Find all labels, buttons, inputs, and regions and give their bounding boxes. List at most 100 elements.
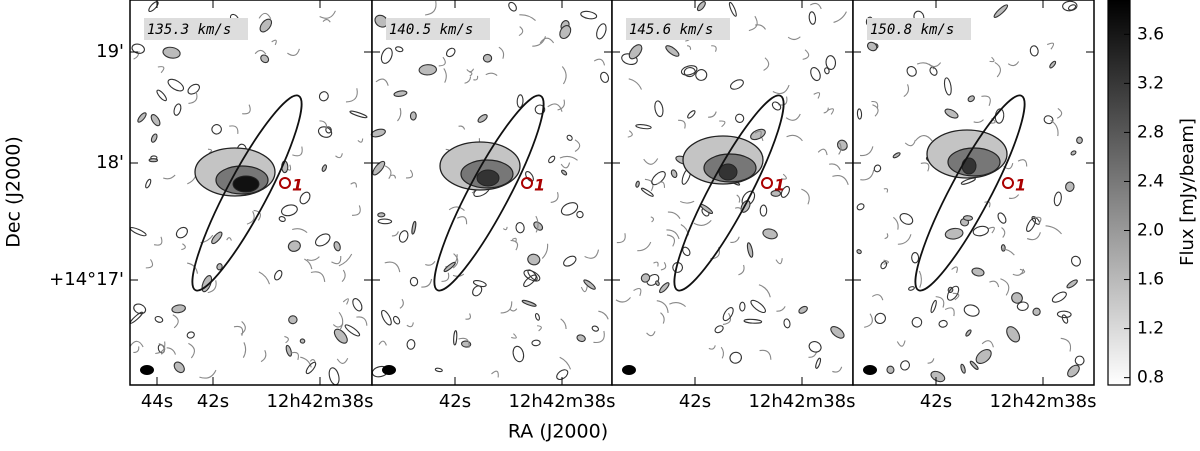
- negative-contour: [458, 337, 470, 348]
- negative-contour: [598, 310, 609, 320]
- noise-contour: [899, 212, 914, 225]
- negative-contour: [1050, 119, 1059, 137]
- negative-contour: [754, 130, 762, 138]
- noise-contour: [156, 89, 167, 102]
- noise-contour: [729, 351, 742, 364]
- negative-contour: [679, 200, 695, 204]
- negative-contour: [287, 48, 300, 56]
- negative-contour: [628, 78, 642, 90]
- noise-contour: [377, 218, 393, 225]
- noise-contour: [672, 262, 684, 273]
- noise-contour: [911, 316, 923, 328]
- noise-contour: [1061, 314, 1069, 324]
- noise-contour: [548, 155, 556, 164]
- negative-contour: [443, 68, 447, 83]
- negative-contour: [1008, 194, 1020, 199]
- negative-contour: [541, 243, 549, 259]
- galaxy-ellipse: [433, 94, 545, 292]
- negative-contour: [473, 75, 479, 81]
- noise-contour: [372, 160, 386, 176]
- noise-contour: [1032, 307, 1041, 316]
- noise-contour: [651, 171, 666, 186]
- colorbar-tick-label: 3.6: [1137, 24, 1164, 44]
- y-axis-label: Dec (J2000): [3, 136, 25, 248]
- negative-contour: [927, 358, 935, 364]
- noise-contour: [971, 267, 985, 277]
- noise-contour: [946, 285, 960, 301]
- negative-contour: [644, 178, 654, 192]
- negative-contour: [860, 169, 875, 181]
- noise-contour: [154, 315, 164, 323]
- negative-contour: [871, 100, 879, 109]
- noise-contour: [1070, 255, 1081, 267]
- noise-contour: [287, 240, 301, 252]
- negative-contour: [425, 1, 437, 16]
- negative-contour: [284, 335, 289, 344]
- negative-contour: [872, 294, 884, 301]
- panel: 1 140.5 km/s: [370, 0, 613, 386]
- source-marker: [1002, 177, 1014, 189]
- noise-contour: [665, 45, 680, 57]
- noise-contour: [280, 204, 298, 217]
- negative-contour: [786, 134, 803, 142]
- negative-contour: [406, 322, 414, 328]
- negative-contour: [441, 272, 450, 282]
- emission-core: [961, 157, 977, 175]
- negative-contour: [884, 233, 889, 240]
- noise-contour: [880, 261, 888, 270]
- noise-contour: [472, 285, 483, 297]
- noise-contour: [352, 298, 363, 312]
- y-tick-label: +14°17': [49, 269, 124, 290]
- negative-contour: [656, 300, 669, 313]
- noise-contour: [591, 325, 599, 332]
- velocity-box: [867, 18, 971, 40]
- noise-contour: [556, 369, 569, 381]
- negative-contour: [1026, 232, 1041, 241]
- negative-contour: [319, 10, 336, 19]
- noise-contour: [911, 252, 920, 264]
- negative-contour: [352, 205, 361, 216]
- negative-contour: [823, 107, 829, 114]
- negative-contour: [616, 233, 626, 244]
- negative-contour: [166, 347, 176, 355]
- noise-contour: [687, 110, 696, 119]
- negative-contour: [300, 356, 312, 368]
- negative-contour: [378, 340, 387, 346]
- noise-contour: [873, 164, 882, 173]
- noise-contour: [175, 226, 188, 239]
- negative-contour: [802, 49, 810, 60]
- negative-contour: [532, 36, 547, 47]
- velocity-label: 135.3 km/s: [147, 22, 231, 38]
- negative-contour: [872, 104, 879, 117]
- noise-contour: [1053, 191, 1062, 207]
- negative-contour: [758, 284, 771, 298]
- noise-contour: [398, 230, 409, 243]
- emission-core: [476, 169, 500, 187]
- negative-contour: [903, 84, 910, 98]
- noise-contour: [145, 178, 152, 189]
- negative-contour: [172, 314, 179, 329]
- negative-contour: [883, 259, 890, 265]
- negative-contour: [1017, 159, 1028, 167]
- negative-contour: [951, 266, 958, 274]
- negative-contour: [904, 139, 916, 147]
- negative-contour: [989, 56, 995, 63]
- noise-contour: [750, 299, 766, 314]
- noise-contour: [808, 341, 822, 353]
- noise-contour: [418, 64, 438, 76]
- negative-contour: [1000, 278, 1010, 296]
- x-tick-label: 12h42m38s: [266, 391, 373, 412]
- negative-contour: [667, 211, 681, 219]
- negative-contour: [687, 45, 692, 50]
- noise-contour: [930, 299, 937, 314]
- negative-contour: [242, 342, 247, 358]
- negative-contour: [916, 62, 935, 70]
- negative-contour: [153, 236, 163, 246]
- x-axis-label: RA (J2000): [508, 421, 608, 443]
- noise-contour: [216, 263, 223, 271]
- negative-contour: [519, 14, 536, 21]
- noise-contour: [1043, 115, 1054, 125]
- negative-contour: [808, 351, 818, 358]
- noise-contour: [321, 164, 328, 172]
